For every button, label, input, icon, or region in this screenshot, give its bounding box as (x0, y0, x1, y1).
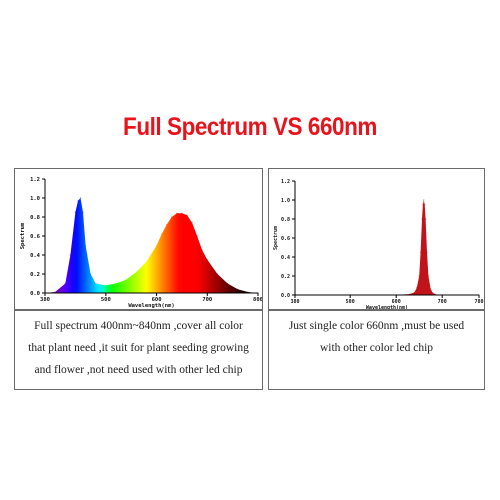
data-point (82, 211, 84, 213)
y-tick-label: 1.0 (281, 198, 290, 204)
data-point (105, 284, 107, 286)
y-tick-label: 1.2 (30, 177, 40, 183)
data-point (166, 224, 168, 226)
data-point (427, 275, 429, 277)
data-point (418, 275, 420, 277)
data-point (419, 251, 422, 253)
y-tick-label: 0.6 (281, 236, 290, 242)
data-point (95, 282, 97, 285)
axes (42, 178, 259, 296)
caption-line: Just single color 660nm ,must be used (288, 320, 465, 332)
data-point (423, 199, 425, 201)
data-point (247, 291, 249, 293)
data-point (196, 235, 198, 237)
data-point (432, 292, 434, 294)
data-point (421, 218, 423, 220)
full-spectrum-chart-panel: 0.0 0.2 0.4 0.6 0.8 1.0 1.2 380 500 600 700 800 Wave… (14, 168, 263, 310)
data-point (171, 216, 173, 218)
data-point (155, 244, 158, 247)
data-point (90, 273, 92, 275)
y-tick-label: 0.8 (30, 215, 40, 221)
y-tick-label: 0.4 (281, 255, 290, 261)
data-point (115, 282, 117, 285)
x-tick-label: 500 (346, 299, 355, 305)
y-tick-label: 1.2 (281, 179, 290, 185)
single-660nm-chart: 0.0 0.2 0.4 0.6 0.8 1.0 1.2 380 500 600 700 780 Wave… (273, 179, 484, 311)
data-point (54, 291, 56, 293)
y-tick-label: 0.0 (30, 291, 40, 297)
data-point (414, 291, 416, 293)
data-point (201, 249, 203, 251)
x-tick-label: 780 (474, 299, 483, 305)
x-tick-label: 600 (152, 297, 162, 303)
data-point (206, 259, 208, 261)
caption-line: that plant need ,it suit for plant seedi… (28, 342, 249, 354)
x-tick-label: 700 (438, 299, 447, 305)
caption-line: with other color led chip (319, 342, 434, 354)
y-axis-label: Spectrum (20, 222, 26, 249)
y-axis-label: Spectrum (273, 226, 279, 250)
data-point (161, 233, 163, 235)
x-tick-label: 600 (392, 299, 401, 305)
data-point (181, 212, 183, 214)
data-point (186, 214, 188, 216)
x-axis-label: Wavelength(nm) (128, 303, 174, 309)
single-660nm-caption: Just single color 660nm ,must be used wi… (268, 310, 485, 390)
data-point (69, 254, 71, 256)
x-tick-label: 800 (253, 297, 262, 303)
data-point (64, 282, 66, 285)
caption-line: and flower ,not need used with other led… (34, 364, 243, 376)
data-point (84, 244, 87, 247)
data-point (237, 288, 239, 290)
x-tick-label: 380 (40, 297, 50, 303)
data-point (424, 204, 426, 206)
data-point (422, 204, 424, 206)
spectrum-area (45, 198, 258, 293)
y-tick-label: 0.2 (281, 274, 290, 280)
y-tick-label: 0.8 (281, 217, 290, 223)
data-point (409, 293, 411, 295)
page-title: Full Spectrum VS 660nm (123, 113, 377, 141)
y-tick-label: 0.0 (281, 293, 290, 299)
x-tick-label: 380 (290, 299, 299, 305)
data-point (216, 273, 219, 275)
data-point (226, 282, 229, 285)
data-point (191, 222, 193, 224)
data-point (74, 211, 77, 213)
single-660nm-chart-panel: 0.0 0.2 0.4 0.6 0.8 1.0 1.2 380 500 600 700 780 Wave… (268, 168, 485, 311)
axes (292, 180, 480, 298)
y-tick-label: 0.2 (30, 272, 40, 278)
full-spectrum-caption: Full spectrum 400nm~840nm ,cover all col… (14, 310, 263, 390)
y-tick-label: 0.4 (30, 253, 41, 259)
full-spectrum-chart: 0.0 0.2 0.4 0.6 0.8 1.0 1.2 380 500 600 700 800 Wave… (20, 177, 263, 309)
data-point (416, 286, 418, 288)
spectrum-area (295, 200, 479, 295)
data-point (426, 251, 428, 253)
y-tick-label: 1.0 (30, 196, 40, 202)
data-point (425, 218, 427, 220)
data-point (135, 271, 137, 273)
data-point (430, 288, 432, 290)
data-point (145, 261, 148, 263)
data-point (125, 279, 127, 281)
data-point (77, 200, 79, 202)
x-axis-label: Wavelength(nm) (366, 305, 408, 309)
caption-line: Full spectrum 400nm~840nm ,cover all col… (34, 320, 243, 332)
data-point (176, 212, 178, 214)
x-tick-label: 500 (101, 297, 111, 303)
y-tick-label: 0.6 (30, 234, 41, 240)
data-point (79, 197, 82, 199)
x-tick-label: 700 (202, 297, 212, 303)
